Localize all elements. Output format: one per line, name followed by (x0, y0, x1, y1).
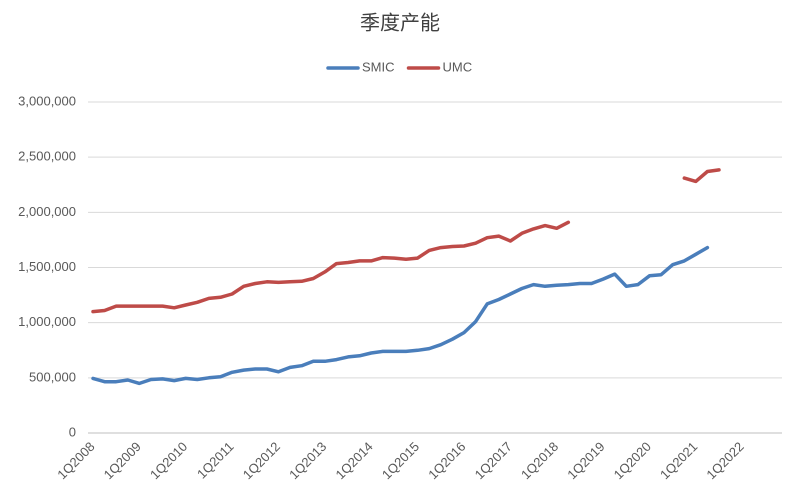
series-line (91, 220, 571, 314)
x-tick-label: 1Q2017 (472, 439, 515, 482)
x-tick-label: 1Q2010 (147, 439, 190, 482)
y-tick-label: 1,000,000 (18, 314, 76, 329)
y-tick-label: 1,500,000 (18, 259, 76, 274)
x-tick-label: 1Q2011 (194, 439, 237, 482)
y-tick-label: 3,000,000 (18, 93, 76, 108)
y-tick-label: 2,500,000 (18, 149, 76, 164)
x-tick-label: 1Q2014 (332, 439, 375, 482)
x-tick-label: 1Q2009 (101, 439, 144, 482)
y-tick-label: 2,000,000 (18, 204, 76, 219)
chart-title: 季度产能 (360, 11, 440, 34)
x-tick-label: 1Q2012 (240, 439, 283, 482)
x-tick-label: 1Q2020 (611, 439, 654, 482)
legend-label: UMC (443, 59, 473, 74)
y-tick-label: 0 (69, 424, 76, 439)
series-line (91, 245, 710, 386)
legend-label: SMIC (362, 59, 395, 74)
x-tick-label: 1Q2018 (518, 439, 561, 482)
series-line (682, 168, 721, 184)
x-tick-label: 1Q2016 (425, 439, 468, 482)
x-tick-label: 1Q2019 (564, 439, 607, 482)
y-tick-label: 500,000 (29, 369, 76, 384)
x-tick-label: 1Q2013 (286, 439, 329, 482)
x-tick-label: 1Q2015 (379, 439, 422, 482)
x-tick-label: 1Q2021 (657, 439, 700, 482)
x-tick-label: 1Q2008 (54, 439, 97, 482)
x-tick-label: 1Q2022 (703, 439, 746, 482)
